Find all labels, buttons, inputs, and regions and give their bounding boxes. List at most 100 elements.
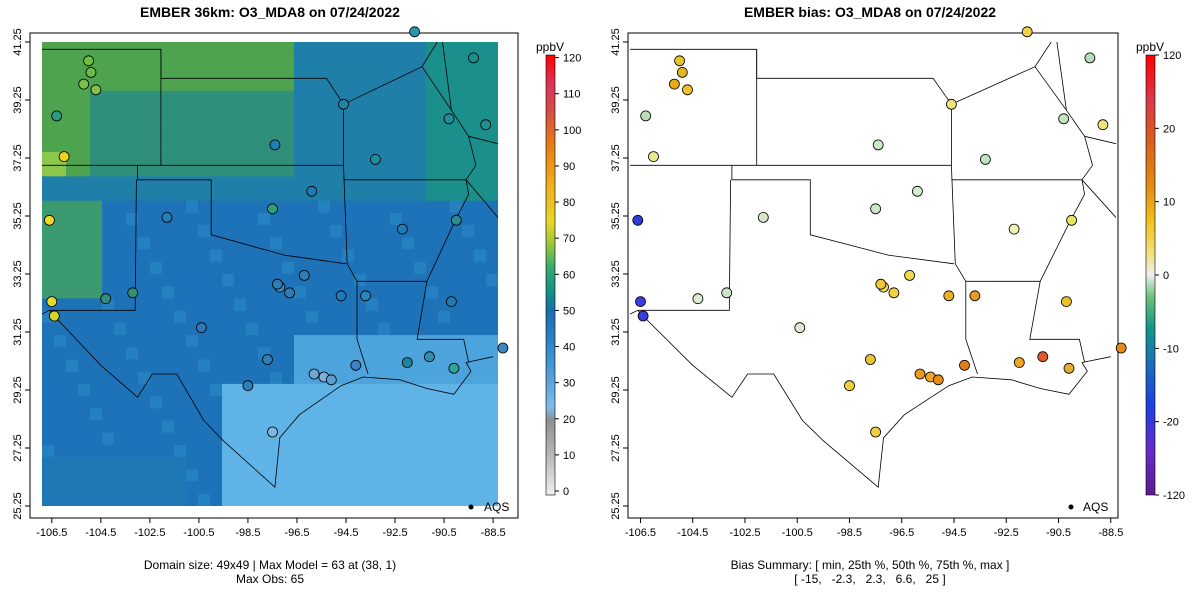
field-cell <box>330 359 343 373</box>
station-marker <box>980 153 991 165</box>
field-cell <box>174 444 187 458</box>
field-cell <box>150 127 163 141</box>
field-cell <box>102 127 115 141</box>
field-cell <box>138 371 151 385</box>
field-cell <box>78 103 91 116</box>
field-cell <box>474 444 487 458</box>
field-cell <box>354 249 367 263</box>
field-cell <box>114 103 127 116</box>
field-cell <box>366 383 379 397</box>
field-cell <box>246 176 259 190</box>
field-cell <box>54 200 67 214</box>
field-cell <box>210 151 223 165</box>
field-cell <box>198 420 211 434</box>
field-cell <box>402 286 415 300</box>
field-cell <box>66 261 79 275</box>
field-cell <box>342 54 355 68</box>
station-marker <box>682 84 693 96</box>
field-cell <box>450 151 463 165</box>
field-cell <box>438 42 451 55</box>
field-cell <box>102 371 115 385</box>
field-cell <box>222 469 235 483</box>
field-cell <box>414 469 427 483</box>
field-cell <box>438 249 451 263</box>
field-cell <box>102 432 115 446</box>
field-cell <box>42 42 55 55</box>
field-cell <box>330 176 343 190</box>
colorbar-tick-label: 120 <box>1163 50 1181 62</box>
field-cell <box>234 310 247 324</box>
field-cell <box>450 444 463 458</box>
field-cell <box>42 78 55 92</box>
field-cell <box>366 493 379 506</box>
field-cell <box>318 212 331 226</box>
field-cell <box>366 103 379 116</box>
field-cell <box>462 261 475 275</box>
field-cell <box>66 396 79 409</box>
field-cell <box>150 42 163 55</box>
field-cell <box>342 164 355 177</box>
field-cell <box>126 249 139 263</box>
field-cell <box>114 237 127 251</box>
field-cell <box>198 347 211 361</box>
field-cell <box>66 347 79 361</box>
field-cell <box>390 420 403 434</box>
field-cell <box>450 42 463 55</box>
field-cell <box>150 225 163 238</box>
field-cell <box>258 225 271 238</box>
station-marker <box>497 342 509 354</box>
field-cell <box>246 457 259 470</box>
field-cell <box>210 127 223 141</box>
field-cell <box>198 469 211 483</box>
field-cell <box>378 335 391 348</box>
field-cell <box>234 457 247 470</box>
field-cell <box>402 408 415 422</box>
field-cell <box>186 42 199 55</box>
field-cell <box>342 469 355 483</box>
field-cell <box>126 396 139 409</box>
field-cell <box>162 90 175 104</box>
field-cell <box>42 444 55 458</box>
field-cell <box>174 457 187 470</box>
field-cell <box>294 115 307 129</box>
field-cell <box>342 188 355 202</box>
station-marker <box>51 110 63 122</box>
field-cell <box>438 383 451 397</box>
field-cell <box>486 78 498 92</box>
field-cell <box>210 347 223 361</box>
field-cell <box>222 225 235 238</box>
field-cell <box>378 359 391 373</box>
field-cell <box>138 481 151 495</box>
field-cell <box>462 164 475 177</box>
field-cell <box>486 359 498 373</box>
colorbar-tick-label: 50 <box>563 305 575 317</box>
field-cell <box>462 310 475 324</box>
field-cell <box>270 457 283 470</box>
field-cell <box>102 151 115 165</box>
field-cell <box>390 66 403 80</box>
field-cell <box>486 444 498 458</box>
field-cell <box>54 322 67 336</box>
field-cell <box>126 66 139 80</box>
field-cell <box>474 249 487 263</box>
field-cell <box>66 103 79 116</box>
station-marker <box>669 78 680 90</box>
field-cell <box>462 103 475 116</box>
field-cell <box>306 151 319 165</box>
field-cell <box>126 139 139 153</box>
field-cell <box>450 261 463 275</box>
field-cell <box>402 212 415 226</box>
field-cell <box>294 78 307 92</box>
field-cell <box>318 176 331 190</box>
field-cell <box>414 200 427 214</box>
station-marker <box>635 296 646 308</box>
x-tick-label: -96.5 <box>889 527 914 539</box>
field-cell <box>474 237 487 251</box>
field-cell <box>210 420 223 434</box>
field-cell <box>402 383 415 397</box>
field-cell <box>138 274 151 287</box>
field-cell <box>438 54 451 68</box>
field-cell <box>270 408 283 422</box>
field-cell <box>438 164 451 177</box>
field-cell <box>366 237 379 251</box>
